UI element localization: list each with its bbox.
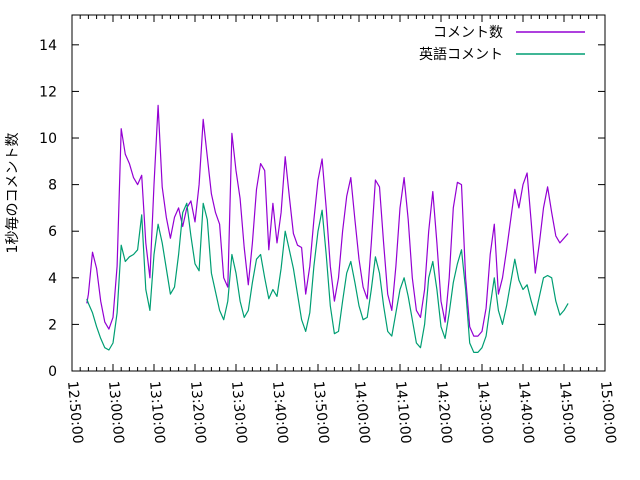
x-tick-label: 14:40:00 [515,380,536,444]
x-tick-label: 14:00:00 [351,380,372,444]
y-tick-label: 6 [48,224,57,240]
y-tick-label: 10 [39,131,57,147]
x-tick-label: 13:40:00 [269,380,290,444]
x-tick-label: 14:10:00 [392,380,413,444]
x-tick-label: 13:50:00 [310,380,331,444]
plot-area: 0 2 4 6 8 10 12 14 12:50:00 13:00:00 13:10:00 13:20… [39,14,618,444]
x-tick-label: 13:10:00 [146,380,167,444]
legend-label-comment-count: コメント数 [433,25,503,41]
series-line-english-comment [86,202,569,353]
x-tick-label: 14:50:00 [556,380,577,444]
y-tick-label: 8 [48,178,57,194]
series-line-comment-count [86,104,569,337]
y-tick-label: 0 [48,364,57,380]
x-tick-label: 15:00:00 [597,380,618,444]
y-tick-label: 2 [48,317,57,333]
x-tick-label: 13:00:00 [105,380,126,444]
x-tick-label: 12:50:00 [64,380,85,444]
x-tick-label: 14:20:00 [433,380,454,444]
legend: コメント数 英語コメント [419,25,585,63]
plot-border [71,14,606,372]
y-axis-label: 1秒毎のコメント数 [5,133,21,254]
y-tick-label: 14 [39,38,57,54]
legend-label-english-comment: 英語コメント [419,46,503,63]
y-tick-label: 4 [48,271,57,287]
x-tick-label: 13:20:00 [187,380,208,444]
y-tick-label: 12 [39,84,57,100]
x-tick-label: 13:30:00 [228,380,249,444]
x-tick-label: 14:30:00 [474,380,495,444]
